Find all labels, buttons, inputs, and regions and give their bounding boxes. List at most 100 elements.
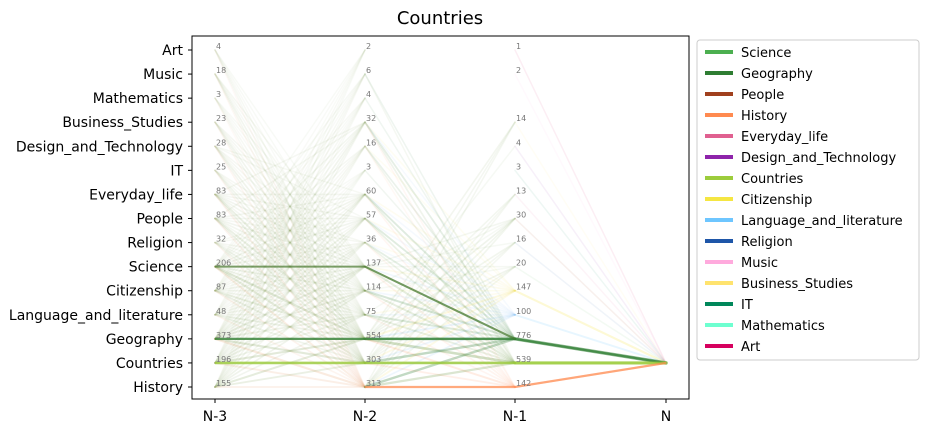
flow-line bbox=[214, 145, 366, 340]
legend-box bbox=[696, 39, 920, 361]
y-tick-label-everyday-life: Everyday_life bbox=[89, 187, 183, 203]
flow-line bbox=[513, 289, 668, 364]
flow-line bbox=[214, 193, 366, 292]
count-label-n-2-countries: 303 bbox=[366, 355, 381, 364]
flow-line bbox=[364, 265, 516, 292]
count-label-n-2-language-and-literature: 75 bbox=[366, 307, 376, 316]
flow-line bbox=[214, 169, 366, 340]
flow-line bbox=[215, 337, 667, 365]
flow-line bbox=[364, 145, 516, 292]
x-tick-label-n: N bbox=[661, 409, 671, 425]
count-label-n-1-it: 3 bbox=[516, 162, 521, 171]
flow-line bbox=[364, 121, 516, 316]
flow-line bbox=[214, 265, 366, 316]
flow-line bbox=[364, 193, 516, 292]
flow-line bbox=[364, 241, 516, 316]
count-label-n-2-citizenship: 114 bbox=[366, 283, 381, 292]
flow-line bbox=[214, 145, 366, 268]
flow-line bbox=[214, 73, 366, 388]
count-label-n-1-countries: 539 bbox=[516, 355, 531, 364]
flow-line bbox=[214, 97, 366, 316]
flow-line bbox=[364, 217, 516, 316]
count-label-n-3-music: 18 bbox=[216, 66, 226, 75]
plot-frame bbox=[191, 35, 690, 400]
legend-label-citizenship: Citizenship bbox=[741, 193, 812, 208]
legend-label-business-studies: Business_Studies bbox=[741, 277, 853, 292]
flow-line bbox=[364, 145, 516, 340]
flow-line bbox=[214, 217, 366, 268]
flow-line bbox=[214, 193, 366, 364]
flow-line bbox=[214, 289, 366, 340]
flow-line bbox=[214, 289, 366, 364]
y-tick-label-people: People bbox=[136, 212, 183, 228]
flow-line bbox=[214, 241, 366, 340]
y-axis: Art Music Mathematics Business_Studies Desig… bbox=[9, 43, 192, 396]
flow-line bbox=[214, 169, 366, 388]
flow-line bbox=[214, 265, 366, 364]
flow-line bbox=[214, 169, 366, 268]
count-label-n-3-religion: 32 bbox=[216, 235, 226, 244]
flow-line bbox=[364, 217, 516, 340]
flow-line bbox=[214, 121, 366, 220]
flow-line bbox=[214, 121, 366, 340]
flow-line bbox=[214, 49, 366, 292]
flow-line bbox=[214, 362, 366, 388]
flow-line bbox=[214, 169, 366, 340]
flow-line bbox=[214, 49, 366, 340]
count-label-n-1-people: 30 bbox=[516, 211, 526, 220]
flow-line bbox=[364, 217, 516, 316]
flow-line bbox=[214, 289, 366, 340]
flow-line bbox=[214, 217, 366, 340]
flow-line bbox=[364, 121, 516, 364]
flow-line bbox=[214, 193, 366, 316]
y-tick-label-countries: Countries bbox=[116, 356, 183, 372]
flow-line bbox=[214, 121, 366, 364]
flow-line bbox=[214, 217, 366, 292]
flow-line bbox=[214, 49, 366, 340]
flow-line bbox=[214, 121, 366, 196]
flow-line bbox=[364, 121, 516, 340]
flow-line bbox=[214, 49, 366, 268]
flow-line bbox=[214, 121, 366, 316]
flow-line bbox=[214, 193, 366, 244]
flow-line bbox=[214, 241, 366, 316]
legend-label-countries: Countries bbox=[741, 172, 804, 187]
y-tick-label-art: Art bbox=[162, 43, 183, 59]
flow-line bbox=[214, 313, 366, 388]
count-label-n-1-citizenship: 147 bbox=[516, 283, 531, 292]
flow-line bbox=[214, 241, 366, 268]
flow-line bbox=[214, 49, 366, 316]
flow-line bbox=[364, 241, 516, 340]
count-label-n-2-it: 3 bbox=[366, 162, 371, 171]
flow-line bbox=[364, 97, 516, 340]
count-label-n-2-history: 313 bbox=[366, 379, 381, 388]
flow-line bbox=[514, 241, 667, 364]
flow-line bbox=[514, 217, 667, 364]
count-label-n-3-design-and-technology: 28 bbox=[216, 138, 226, 147]
flow-line bbox=[214, 49, 366, 292]
flow-line bbox=[514, 313, 667, 364]
flow-line bbox=[214, 193, 366, 292]
flow-line bbox=[364, 73, 516, 340]
flow-line bbox=[214, 265, 366, 316]
y-tick-label-language-and-literature: Language_and_literature bbox=[9, 308, 183, 324]
y-tick-label-citizenship: Citizenship bbox=[106, 284, 183, 300]
flow-line bbox=[364, 265, 516, 364]
flow-line bbox=[214, 289, 366, 316]
flow-line bbox=[214, 49, 366, 364]
flow-line bbox=[214, 193, 366, 388]
y-tick-label-business-studies: Business_Studies bbox=[62, 115, 183, 131]
flow-line bbox=[214, 265, 366, 388]
flow-line bbox=[214, 121, 366, 268]
flow-line bbox=[214, 121, 366, 292]
flow-line bbox=[514, 121, 667, 364]
legend-label-music: Music bbox=[741, 256, 778, 271]
flow-line bbox=[364, 193, 516, 364]
flow-line bbox=[214, 145, 366, 364]
flow-line bbox=[214, 97, 366, 340]
flow-line bbox=[214, 217, 366, 268]
flow-line bbox=[214, 121, 366, 268]
flow-line bbox=[364, 265, 516, 388]
flow-line bbox=[364, 193, 516, 340]
flow-line bbox=[214, 193, 366, 388]
